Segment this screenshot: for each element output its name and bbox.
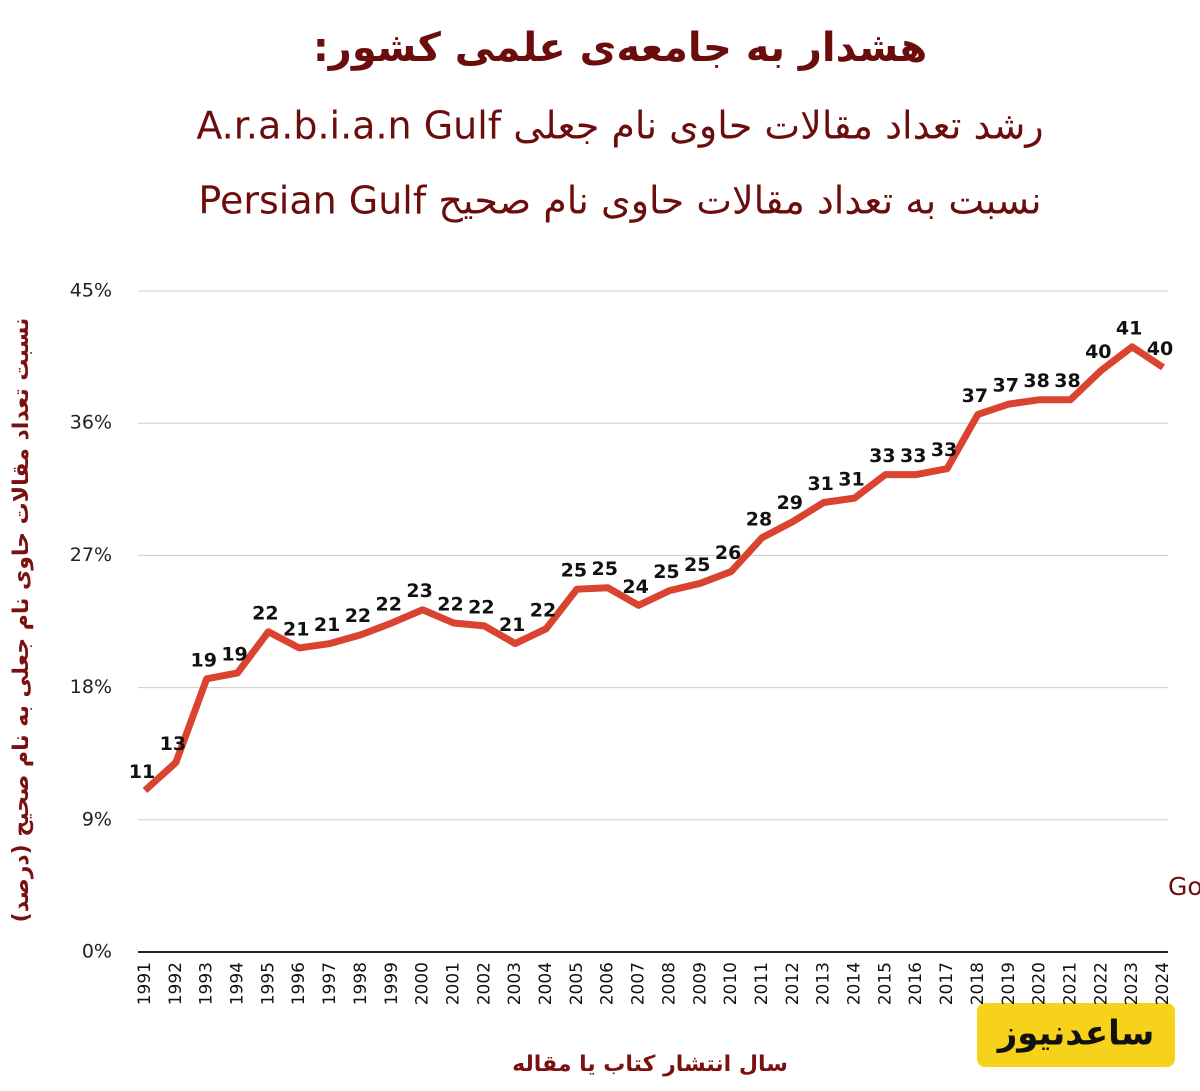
data-label: 31	[807, 473, 833, 495]
data-label: 33	[931, 439, 957, 461]
x-tick-label: 2019	[999, 962, 1019, 1005]
data-label: 21	[283, 618, 309, 640]
data-label: 38	[1054, 370, 1080, 392]
x-tick-label: 2018	[968, 962, 988, 1005]
x-tick-label: 2015	[875, 962, 895, 1005]
data-label: 25	[561, 560, 587, 582]
data-label: 19	[221, 643, 247, 665]
logo-badge	[977, 1003, 1175, 1067]
data-label: 25	[684, 554, 710, 576]
x-tick-label: 2012	[783, 962, 803, 1005]
x-tick-label: 2022	[1091, 962, 1111, 1005]
x-tick-label: 2024	[1153, 962, 1173, 1005]
x-tick-label: 2003	[505, 962, 525, 1005]
x-tick-label: 2001	[443, 962, 463, 1005]
x-tick-label: 1995	[258, 962, 278, 1005]
data-label: 22	[437, 593, 463, 615]
x-tick-label: 2008	[659, 962, 679, 1005]
data-label: 26	[715, 542, 741, 564]
x-tick-label: 1999	[382, 962, 402, 1005]
data-label: 31	[838, 469, 864, 491]
data-label: 38	[1023, 370, 1049, 392]
data-label: 40	[1147, 338, 1173, 360]
data-label: 21	[314, 614, 340, 636]
data-label: 23	[406, 580, 432, 602]
data-label: 25	[653, 561, 679, 583]
chart-subtitle: رشد تعداد مقالات حاوی نام جعلی A.r.a.b.i…	[196, 104, 1043, 149]
data-label: 21	[499, 614, 525, 636]
x-tick-label: 2010	[721, 962, 741, 1005]
data-label: 19	[190, 649, 216, 671]
data-label: 37	[993, 375, 1019, 397]
x-axis-label: سال انتشار کتاب یا مقاله	[512, 1052, 788, 1077]
chart-title: هشدار به جامعه‌ی علمی کشور:	[313, 25, 927, 71]
y-tick-label: 27%	[70, 544, 112, 566]
data-label: 22	[345, 605, 371, 627]
x-tick-label: 2002	[474, 962, 494, 1005]
x-tick-label: 1997	[320, 962, 340, 1005]
chart-subtitle: نسبت به تعداد مقالات حاوی نام صحیح Persi…	[198, 179, 1041, 224]
data-label: 28	[746, 508, 772, 530]
y-tick-label: 45%	[70, 280, 112, 302]
x-tick-label: 2014	[845, 962, 865, 1005]
data-label: 25	[592, 558, 618, 580]
data-label: 22	[376, 593, 402, 615]
x-tick-label: 2007	[629, 962, 649, 1005]
data-line	[142, 343, 1165, 794]
x-tick-label: 2006	[598, 962, 618, 1005]
x-tick-label: 1996	[289, 962, 309, 1005]
x-tick-label: 2004	[536, 962, 556, 1005]
source-note: مرجع: Google Scholar	[1168, 872, 1200, 902]
data-label: 37	[962, 385, 988, 407]
data-label: 22	[252, 602, 278, 624]
x-tick-label: 2009	[690, 962, 710, 1005]
x-tick-label: 2013	[814, 962, 834, 1005]
data-label: 24	[622, 576, 648, 598]
y-axis-label: نسبت تعداد مقالات حاوی نام جعلی به نام ص…	[9, 318, 34, 923]
x-tick-label: 1992	[166, 962, 186, 1005]
data-label: 33	[869, 445, 895, 467]
x-tick-label: 2000	[413, 962, 433, 1005]
x-tick-label: 2020	[1030, 962, 1050, 1005]
y-tick-label: 18%	[70, 676, 112, 698]
y-tick-label: 9%	[82, 808, 112, 830]
x-tick-label: 2005	[567, 962, 587, 1005]
x-tick-label: 2017	[937, 962, 957, 1005]
data-label: 11	[129, 761, 155, 783]
x-tick-label: 1993	[197, 962, 217, 1005]
data-label: 22	[530, 599, 556, 621]
data-label: 29	[777, 492, 803, 514]
y-tick-label: 0%	[82, 941, 112, 963]
x-tick-label: 2021	[1060, 962, 1080, 1005]
x-tick-label: 2023	[1122, 962, 1142, 1005]
x-tick-label: 2016	[906, 962, 926, 1005]
data-label: 22	[468, 596, 494, 618]
x-tick-label: 1994	[228, 962, 248, 1005]
data-label: 13	[160, 733, 186, 755]
logo: ساعدنیوز	[996, 1014, 1155, 1054]
x-tick-label: 1991	[135, 962, 155, 1005]
data-label: 40	[1085, 341, 1111, 363]
data-label: 33	[900, 445, 926, 467]
x-tick-label: 1998	[351, 962, 371, 1005]
data-label: 41	[1116, 317, 1142, 339]
x-tick-label: 2011	[752, 962, 772, 1005]
y-tick-label: 36%	[70, 412, 112, 434]
